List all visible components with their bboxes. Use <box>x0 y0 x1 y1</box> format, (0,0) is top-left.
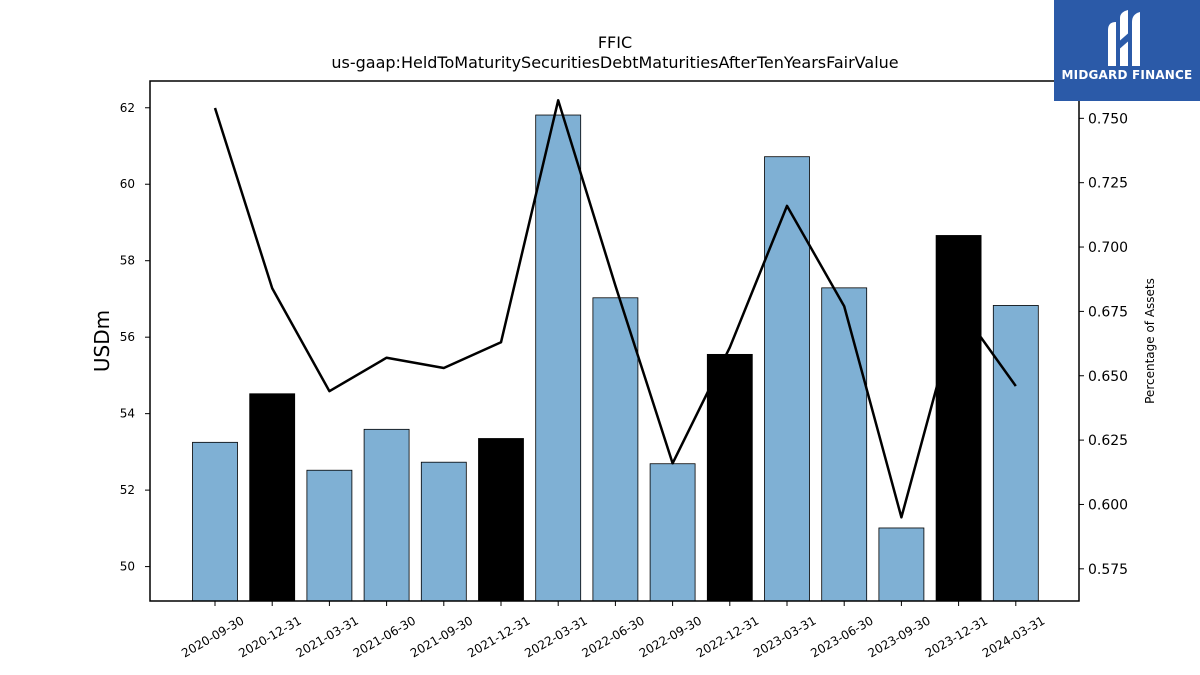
x-axis: 2020-09-302020-12-312021-03-312021-06-30… <box>179 601 1047 660</box>
y2-tick-label: 0.675 <box>1088 304 1128 320</box>
y2-tick-label: 0.650 <box>1088 369 1128 385</box>
chart-subtitle: us-gaap:HeldToMaturitySecuritiesDebtMatu… <box>331 53 898 72</box>
y2-tick-label: 0.625 <box>1088 433 1128 449</box>
plot-frame <box>149 80 1080 602</box>
bar <box>249 393 296 602</box>
x-tick-label: 2022-03-31 <box>522 613 589 660</box>
x-tick-label: 2023-12-31 <box>923 613 990 660</box>
y-tick-label: 52 <box>120 483 135 497</box>
y2-tick-label: 0.750 <box>1088 111 1128 127</box>
y2-tick-label: 0.725 <box>1088 176 1128 192</box>
y-axis-left: 50 52 54 56 58 60 62 <box>120 101 150 574</box>
y2-tick-label: 0.700 <box>1088 240 1128 256</box>
bar-series <box>192 114 1039 602</box>
bar <box>592 297 639 602</box>
bar <box>764 156 810 602</box>
bar <box>878 527 925 602</box>
line-series <box>213 99 1017 519</box>
y-tick-label: 62 <box>120 101 135 115</box>
x-tick-label: 2022-06-30 <box>579 613 646 660</box>
bar <box>478 438 524 602</box>
bar <box>306 469 353 602</box>
x-tick-label: 2021-06-30 <box>351 613 418 660</box>
y-axis-right: 0.575 0.600 0.625 0.650 0.675 0.700 0.725 0.750 <box>1079 111 1128 578</box>
x-tick-label: 2024-03-31 <box>980 613 1047 660</box>
y-tick-label: 50 <box>120 560 135 574</box>
y-tick-label: 58 <box>120 254 135 268</box>
y-tick-label: 56 <box>120 330 135 344</box>
bar <box>649 463 696 602</box>
bar <box>192 441 238 602</box>
line-path <box>213 99 1017 519</box>
x-tick-label: 2021-09-30 <box>408 613 475 660</box>
y2-tick-label: 0.600 <box>1088 497 1128 513</box>
y-tick-label: 54 <box>120 407 135 421</box>
y-tick-label: 60 <box>120 177 135 191</box>
chart-title: FFIC <box>598 33 632 52</box>
logo-mark-icon <box>1108 10 1140 66</box>
y2-axis-label: Percentage of Assets <box>1143 278 1157 404</box>
x-tick-label: 2022-12-31 <box>694 613 761 660</box>
bar <box>706 353 753 602</box>
midgard-finance-logo: MIDGARD FINANCE <box>1054 0 1200 101</box>
x-tick-label: 2023-03-31 <box>751 613 818 660</box>
bar <box>535 114 582 602</box>
x-tick-label: 2021-12-31 <box>465 613 532 660</box>
bar <box>420 461 467 602</box>
x-tick-label: 2020-12-31 <box>236 613 303 660</box>
y2-tick-label: 0.575 <box>1088 562 1128 578</box>
x-tick-label: 2023-09-30 <box>865 613 932 660</box>
x-tick-label: 2020-09-30 <box>179 613 246 660</box>
y-axis-label: USDm <box>90 310 114 372</box>
x-tick-label: 2021-03-31 <box>293 613 360 660</box>
logo-text: MIDGARD FINANCE <box>1061 68 1193 82</box>
bar <box>992 305 1039 602</box>
x-tick-label: 2022-09-30 <box>637 613 704 660</box>
bar <box>821 287 868 602</box>
bar <box>363 428 410 602</box>
x-tick-label: 2023-06-30 <box>808 613 875 660</box>
bar <box>935 235 982 602</box>
